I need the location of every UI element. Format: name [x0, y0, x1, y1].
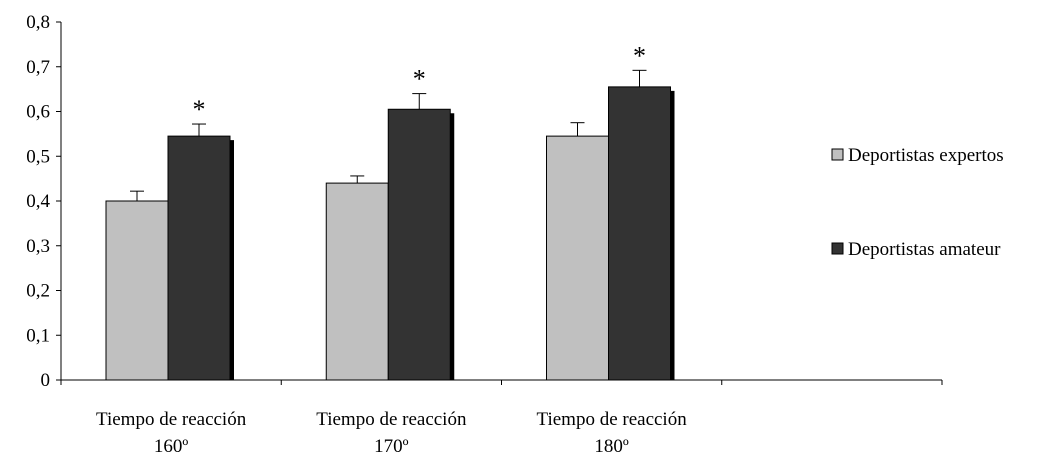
- y-tick-label: 0,7: [26, 57, 50, 78]
- y-axis: 0 0,1 0,2 0,3 0,4 0,5 0,6 0,7 0,8: [26, 12, 62, 391]
- y-tick-label: 0,4: [26, 191, 50, 212]
- x-category-label: Tiempo de reacción: [316, 409, 467, 430]
- legend-label: Deportistas amateur: [848, 239, 1001, 260]
- legend-label: Deportistas expertos: [848, 145, 1004, 166]
- bar-amateur: [167, 135, 231, 381]
- y-tick-label: 0,6: [26, 102, 50, 123]
- y-tick-label: 0,2: [26, 281, 50, 302]
- bar-expertos: [325, 182, 389, 381]
- significance-star: *: [413, 65, 426, 94]
- y-tick-label: 0,1: [26, 325, 50, 346]
- legend-swatch: [831, 242, 844, 255]
- x-category-label: 180º: [594, 436, 629, 457]
- bar-amateur: [608, 86, 671, 381]
- x-category-label: Tiempo de reacción: [96, 409, 247, 430]
- y-tick-label: 0,3: [26, 236, 50, 257]
- bar-amateur: [387, 108, 451, 381]
- significance-star: *: [633, 41, 646, 70]
- y-tick-label: 0: [41, 370, 51, 391]
- bars: * * *: [105, 41, 675, 381]
- bar-expertos: [105, 200, 169, 381]
- legend: Deportistas expertos Deportistas amateur: [831, 145, 1004, 260]
- x-category-label: Tiempo de reacción: [537, 409, 688, 430]
- legend-swatch: [831, 148, 844, 161]
- y-tick-label: 0,5: [26, 146, 50, 167]
- significance-star: *: [193, 95, 206, 124]
- y-tick-label: 0,8: [26, 12, 50, 33]
- x-category-label: 170º: [374, 436, 409, 457]
- bar-expertos: [546, 135, 609, 381]
- x-category-label: 160º: [154, 436, 189, 457]
- x-axis: Tiempo de reacción 160º Tiempo de reacción…: [60, 379, 943, 457]
